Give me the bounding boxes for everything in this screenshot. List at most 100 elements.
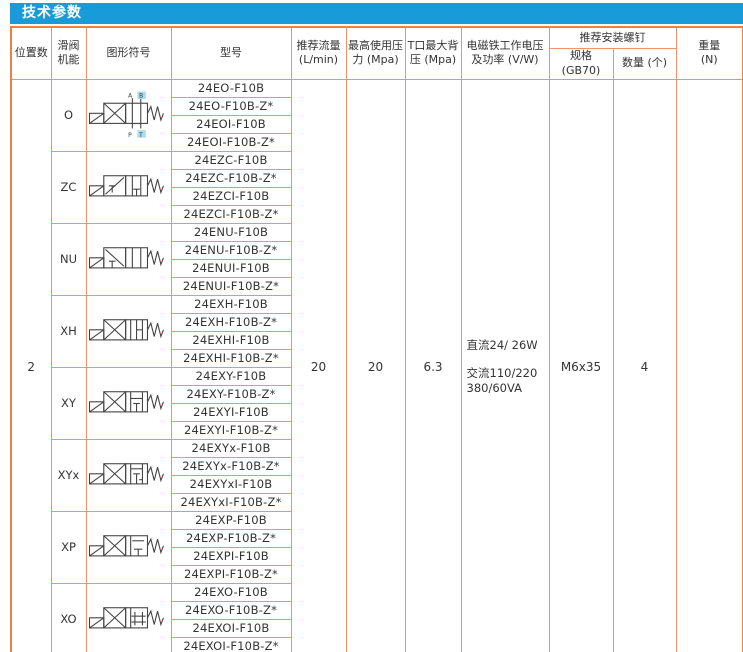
function-label-XY: XY	[50, 366, 87, 440]
table-row: 24EZCI-F10B-Z*	[11, 204, 743, 224]
port-t-label: T	[138, 133, 143, 139]
positions-value: 2	[10, 78, 52, 652]
model-cell: 24EXH-F10B-Z*	[170, 312, 292, 332]
table-row: 24EXP-F10B-Z*	[11, 528, 743, 548]
port-b-label: B	[139, 94, 143, 100]
function-label-XP: XP	[50, 510, 87, 584]
section-title: 技术参数	[10, 3, 743, 24]
model-cell: 24EXOI-F10B	[170, 618, 292, 638]
function-label-O: O	[50, 78, 87, 152]
table-row: XH 24EXH-	[11, 294, 743, 368]
valve-symbol-XYx-icon	[85, 438, 172, 512]
col-header-screw-qty: 数量 (个)	[612, 48, 677, 80]
model-cell: 24EOI-F10B-Z*	[170, 132, 292, 152]
model-cell: 24ENU-F10B-Z*	[170, 240, 292, 260]
model-cell: 24EXPI-F10B	[170, 546, 292, 566]
solenoid-voltage-cell: 直流24/ 26W 交流110/220 380/60VA	[460, 78, 550, 652]
table-row: 24EXHI-F10B	[11, 330, 743, 350]
table-row: 24EXH-F10B-Z*	[11, 312, 743, 332]
valve-symbol-O-icon: A B P T	[85, 78, 172, 152]
model-cell: 24EZC-F10B	[170, 150, 292, 170]
model-cell: 24EXPI-F10B-Z*	[170, 564, 292, 584]
port-t-highlight	[136, 130, 146, 138]
model-cell: 24EZCI-F10B	[170, 186, 292, 206]
model-cell: 24EO-F10B	[170, 78, 292, 98]
model-cell: 24EXY-F10B-Z*	[170, 384, 292, 404]
table-row: 24EOI-F10B-Z*	[11, 132, 743, 152]
header-row-2: 规格 (GB70) 数量 (个)	[11, 48, 743, 80]
table-row: 24EXYI-F10B-Z*	[11, 420, 743, 440]
col-header-back-pressure: T口最大背 压 (Mpa)	[404, 26, 462, 80]
valve-symbol-XP-icon	[85, 510, 172, 584]
flow-value: 20	[290, 78, 347, 652]
function-label-XH: XH	[50, 294, 87, 368]
table-row: 24EXYxI-F10B	[11, 474, 743, 494]
valve-symbol-NU-icon	[85, 222, 172, 296]
col-header-flow: 推荐流量 (L/min)	[290, 26, 347, 80]
model-cell: 24EXH-F10B	[170, 294, 292, 314]
function-label-XYx: XYx	[50, 438, 87, 512]
model-cell: 24EXYxI-F10B	[170, 474, 292, 494]
model-cell: 24EXY-F10B	[170, 366, 292, 386]
max-pressure-value: 20	[345, 78, 406, 652]
table-row: 24EXYx-F10B-Z*	[11, 456, 743, 476]
table-row: 2 O	[10, 78, 743, 652]
col-header-weight: 重量 (N)	[675, 26, 743, 80]
port-p-label: P	[128, 133, 132, 139]
table-row: XY	[11, 366, 743, 440]
model-cell: 24EOI-F10B	[170, 114, 292, 134]
model-cell: 24ENUI-F10B-Z*	[170, 276, 292, 296]
model-cell: 24EXYx-F10B-Z*	[170, 456, 292, 476]
model-cell: 24EXYx-F10B	[170, 438, 292, 458]
port-a-label: A	[128, 94, 132, 100]
model-cell: 24EXOI-F10B-Z*	[170, 636, 292, 652]
col-header-max-pressure: 最高使用压 力 (Mpa)	[345, 26, 406, 80]
port-b-highlight	[136, 91, 146, 100]
col-header-position: 位置数	[10, 26, 52, 80]
solenoid-dc-value: 直流24/ 26W	[466, 338, 538, 353]
table-row: XP 24EXP-	[11, 510, 743, 584]
function-label-NU: NU	[50, 222, 87, 296]
parameters-table: 位置数 滑阀 机能 图形符号 型号 推荐流量 (L/min) 最高使用压 力 (…	[10, 26, 743, 652]
table-row: 24ENUI-F10B	[11, 258, 743, 278]
col-header-solenoid: 电磁铁工作电压 及功率 (V/W)	[460, 26, 550, 80]
solenoid-ac-value: 交流110/220 380/60VA	[466, 366, 538, 396]
model-cell: 24EXO-F10B-Z*	[170, 600, 292, 620]
model-cell: 24EXYI-F10B-Z*	[170, 420, 292, 440]
model-cell: 24EO-F10B-Z*	[170, 96, 292, 116]
col-header-screws: 推荐安装螺钉	[548, 26, 677, 49]
valve-symbol-XY-icon	[85, 366, 172, 440]
model-cell: 24EZC-F10B-Z*	[170, 168, 292, 188]
model-cell: 24ENUI-F10B	[170, 258, 292, 278]
table-row: XYx	[11, 438, 743, 512]
screw-qty-value: 4	[612, 78, 677, 652]
valve-symbol-ZC-icon	[85, 150, 172, 224]
model-cell: 24EXO-F10B	[170, 582, 292, 602]
col-header-model: 型号	[170, 26, 292, 80]
model-cell: 24EXYI-F10B	[170, 402, 292, 422]
screw-spec-value: M6x35	[548, 78, 614, 652]
col-header-function: 滑阀 机能	[50, 26, 87, 80]
table-row: 24EZC-F10B-Z*	[11, 168, 743, 188]
col-header-screw-spec: 规格 (GB70)	[548, 48, 614, 80]
header-row-1: 位置数 滑阀 机能 图形符号 型号 推荐流量 (L/min) 最高使用压 力 (…	[10, 26, 743, 80]
model-cell: 24EXP-F10B-Z*	[170, 528, 292, 548]
model-cell: 24EXYxI-F10B-Z*	[170, 492, 292, 512]
back-pressure-value: 6.3	[404, 78, 462, 652]
model-cell: 24EXHI-F10B-Z*	[170, 348, 292, 368]
function-label-ZC: ZC	[50, 150, 87, 224]
table-row: 24EZCI-F10B	[11, 186, 743, 206]
model-cell: 24EXHI-F10B	[170, 330, 292, 350]
model-cell: 24ENU-F10B	[170, 222, 292, 242]
model-cell: 24EXP-F10B	[170, 510, 292, 530]
model-cell: 24EZCI-F10B-Z*	[170, 204, 292, 224]
table-row: 24EXOI-F10B-Z*	[11, 636, 743, 652]
table-row: 24EXPI-F10B-Z*	[11, 564, 743, 584]
col-header-symbol: 图形符号	[85, 26, 172, 80]
table-row: 24EO-F10B-Z*	[11, 96, 743, 116]
table-row: 24EXYxI-F10B-Z*	[11, 492, 743, 512]
valve-symbol-XO-icon	[85, 582, 172, 652]
table-row: 24EXPI-F10B	[11, 546, 743, 566]
weight-value	[675, 78, 743, 652]
